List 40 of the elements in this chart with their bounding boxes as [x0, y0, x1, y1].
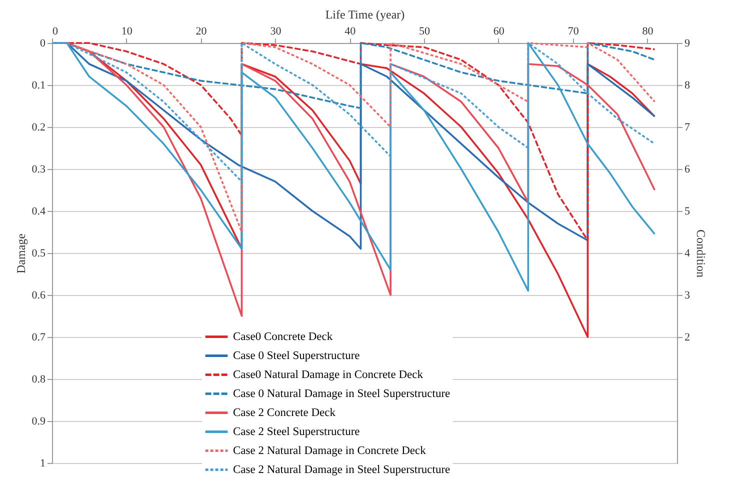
y2-tick-label: 7	[684, 122, 690, 134]
y2-tick-label: 4	[684, 248, 690, 260]
legend-label: Case 2 Concrete Deck	[233, 406, 336, 419]
y-tick-label: 0.3	[32, 164, 46, 176]
legend-label: Case 2 Natural Damage in Concrete Deck	[233, 444, 426, 457]
x-tick-label: 50	[419, 26, 431, 38]
x-tick-label: 20	[196, 26, 208, 38]
legend-label: Case 2 Natural Damage in Steel Superstructure	[233, 464, 450, 476]
x-tick-label: 10	[121, 26, 133, 38]
legend-label: Case0 Natural Damage in Concrete Deck	[233, 368, 424, 381]
legend-label: Case 0 Natural Damage in Steel Superstructure	[233, 388, 450, 400]
x-tick-label: 40	[344, 26, 356, 38]
y-tick-label: 0.1	[32, 80, 46, 92]
x-tick-label: 60	[493, 26, 505, 38]
y2-tick-label: 3	[684, 290, 690, 302]
y2-tick-label: 6	[684, 164, 690, 176]
x-tick-label: 70	[568, 26, 580, 38]
y-tick-label: 1	[40, 458, 46, 470]
x-axis-title: Life Time (year)	[325, 8, 405, 22]
y2-tick-label: 2	[684, 332, 690, 344]
legend-label: Case 0 Steel Superstructure	[233, 350, 360, 362]
y-tick-label: 0.7	[32, 332, 46, 344]
x-tick-label: 30	[270, 26, 282, 38]
y-tick-label: 0	[40, 38, 46, 50]
legend-label: Case0 Concrete Deck	[233, 330, 333, 343]
y2-tick-label: 5	[684, 206, 690, 218]
x-tick-label: 80	[642, 26, 654, 38]
y-axis-title: Damage	[14, 234, 28, 274]
y-tick-label: 0.6	[32, 290, 46, 302]
y-tick-label: 0.4	[32, 206, 46, 218]
y2-tick-label: 9	[684, 38, 690, 50]
y2-axis-title: Condition	[694, 229, 708, 278]
line-series	[51, 42, 656, 182]
y-tick-label: 0.5	[32, 248, 46, 260]
x-tick-label: 0	[52, 26, 58, 38]
y-tick-label: 0.8	[32, 374, 46, 386]
y-tick-label: 0.2	[32, 122, 46, 134]
y-tick-label: 0.9	[32, 416, 46, 428]
legend-label: Case 2 Steel Superstructure	[233, 426, 360, 438]
y2-tick-label: 8	[684, 80, 690, 92]
